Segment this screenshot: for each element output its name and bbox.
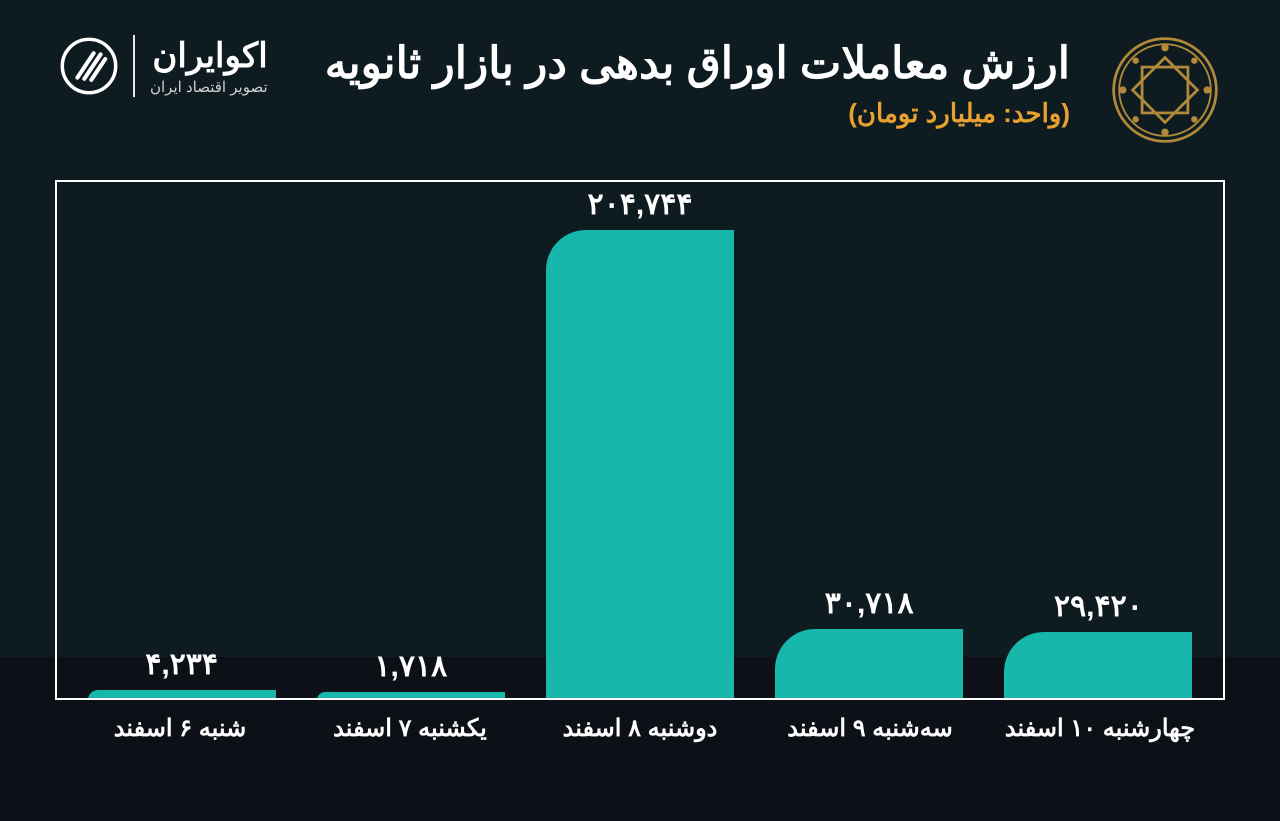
x-axis-label: دوشنبه ۸ اسفند (525, 714, 755, 743)
unit-label: (واحد: میلیارد تومان) (268, 98, 1070, 129)
bar-value-label: ۳۰,۷۱۸ (825, 586, 914, 621)
header: اکوایران تصویر اقتصاد ایران ارزش معاملات… (0, 0, 1280, 155)
x-axis-label: یکشنبه ۷ اسفند (295, 714, 525, 743)
chart-column: ۴,۲۳۴ (67, 182, 296, 700)
title-block: ارزش معاملات اوراق بدهی در بازار ثانویه … (268, 35, 1110, 129)
bar-value-label: ۲۹,۴۲۰ (1054, 589, 1143, 624)
bar-value-label: ۲۰۴,۷۴۴ (588, 187, 693, 222)
chart: ۴,۲۳۴ ۱,۷۱۸ ۲۰۴,۷۴۴ ۳۰,۷۱۸ ۲۹,۴۲۰ شنبه ۶ اسف… (55, 180, 1225, 755)
bar (88, 690, 276, 700)
bar-value-label: ۴,۲۳۴ (145, 647, 218, 682)
chart-column: ۱,۷۱۸ (296, 182, 525, 700)
brand-name: اکوایران (150, 36, 268, 76)
brand-logo-icon (60, 37, 118, 95)
brand-block: اکوایران تصویر اقتصاد ایران (60, 35, 268, 97)
x-axis-label: سه‌شنبه ۹ اسفند (755, 714, 985, 743)
chart-plot-area: ۴,۲۳۴ ۱,۷۱۸ ۲۰۴,۷۴۴ ۳۰,۷۱۸ ۲۹,۴۲۰ (55, 180, 1225, 700)
bar-value-label: ۱,۷۱۸ (374, 649, 447, 684)
chart-title: ارزش معاملات اوراق بدهی در بازار ثانویه (268, 35, 1070, 92)
emblem-icon (1110, 35, 1220, 145)
bar (317, 692, 505, 700)
brand-separator (133, 35, 135, 97)
chart-column: ۲۰۴,۷۴۴ (525, 182, 754, 700)
bar (1004, 632, 1192, 700)
brand-text: اکوایران تصویر اقتصاد ایران (150, 36, 268, 96)
x-axis-label: چهارشنبه ۱۰ اسفند (985, 714, 1215, 743)
chart-column: ۳۰,۷۱۸ (755, 182, 984, 700)
chart-x-axis: شنبه ۶ اسفندیکشنبه ۷ اسفنددوشنبه ۸ اسفند… (55, 700, 1225, 743)
bar (546, 230, 734, 700)
bar (775, 629, 963, 700)
brand-tagline: تصویر اقتصاد ایران (150, 78, 268, 96)
x-axis-label: شنبه ۶ اسفند (65, 714, 295, 743)
chart-column: ۲۹,۴۲۰ (984, 182, 1213, 700)
